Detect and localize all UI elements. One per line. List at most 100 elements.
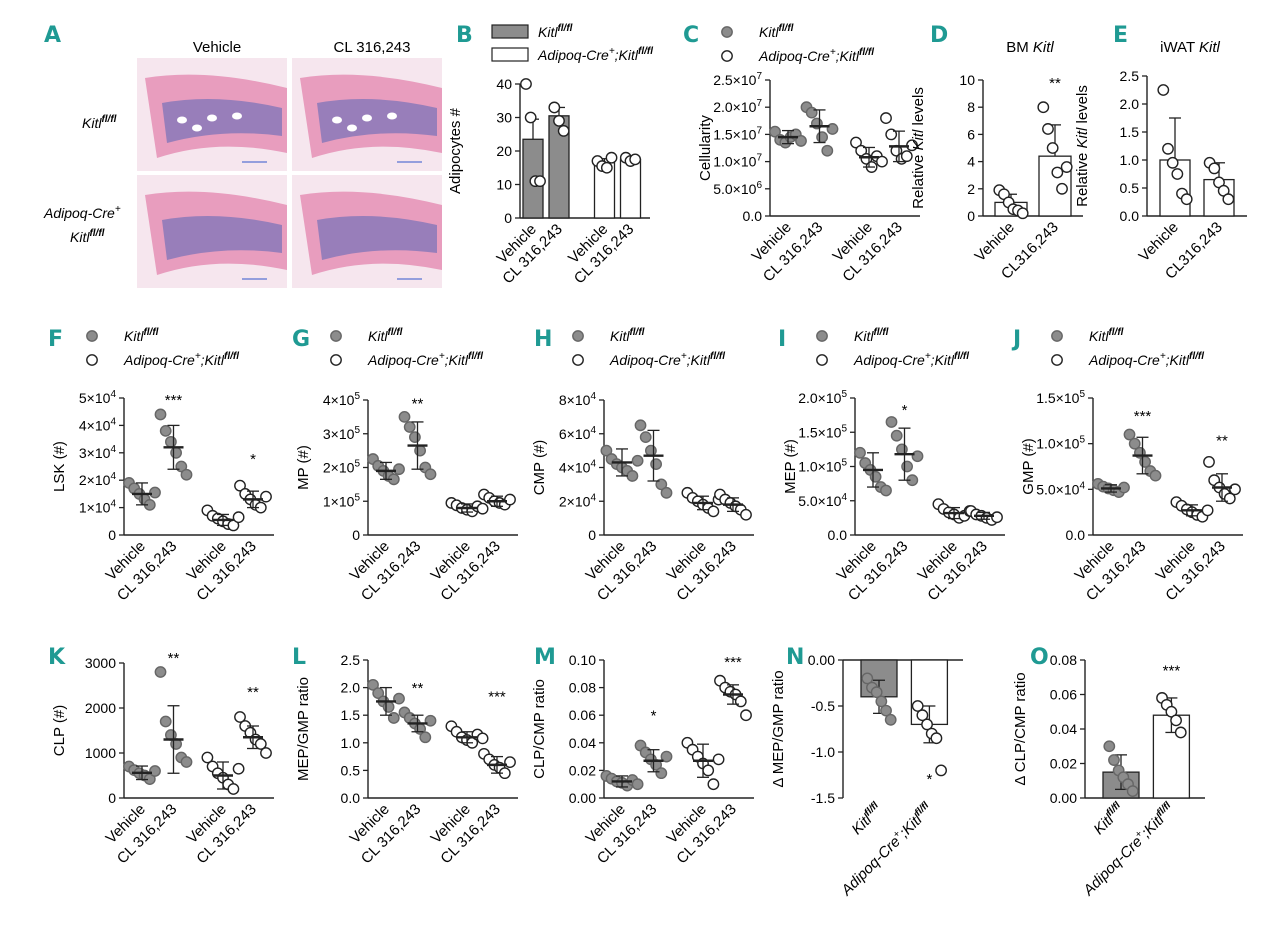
data-point bbox=[1128, 437, 1141, 450]
panel-label: K bbox=[48, 645, 66, 670]
data-point bbox=[600, 444, 613, 457]
panel-label: C bbox=[683, 23, 699, 48]
y-tick-label: 2000 bbox=[85, 700, 116, 716]
data-point bbox=[1123, 428, 1136, 441]
legend-label-cre: Adipoq-Cre+;Kitlfl/fl bbox=[537, 46, 653, 63]
data-point bbox=[935, 764, 947, 777]
data-point bbox=[634, 419, 647, 432]
data-point bbox=[524, 111, 537, 124]
legend-label-cre: Adipoq-Cre+;Kitlfl/fl bbox=[123, 351, 239, 368]
y-tick-label: 0 bbox=[967, 208, 975, 224]
legend-marker-cre bbox=[86, 354, 98, 366]
data-point bbox=[991, 511, 1003, 524]
y-axis-label: Δ MEP/GMP ratio bbox=[770, 670, 787, 787]
adipocyte-hole bbox=[332, 116, 342, 124]
legend-marker-flox bbox=[1051, 330, 1063, 342]
y-axis-label: MEP/GMP ratio bbox=[295, 677, 312, 781]
x-category-label: Adipoq-Cre+;Kitlfl/fl bbox=[837, 800, 937, 900]
data-point bbox=[504, 756, 516, 769]
legend-label-cre: Adipoq-Cre+;Kitlfl/fl bbox=[1088, 351, 1204, 368]
y-axis-label: MEP (#) bbox=[782, 439, 799, 494]
y-tick-label: 1.0 bbox=[341, 735, 361, 751]
y-tick-label: 2 bbox=[967, 181, 975, 197]
data-point bbox=[476, 502, 489, 515]
y-tick-label: 1.5 bbox=[341, 707, 361, 723]
legend-marker-cre bbox=[816, 354, 828, 366]
y-tick-label: 1.0×105 bbox=[1036, 435, 1085, 452]
y-tick-label: 0 bbox=[108, 790, 116, 806]
y-tick-label: -1.0 bbox=[811, 744, 835, 760]
y-tick-label: 2.0 bbox=[1120, 96, 1140, 112]
y-tick-label: 4×104 bbox=[79, 416, 117, 433]
significance-marker: *** bbox=[1134, 408, 1152, 425]
y-tick-label: 0.02 bbox=[569, 762, 596, 778]
data-point bbox=[600, 161, 613, 174]
data-point bbox=[702, 764, 715, 777]
significance-marker: ** bbox=[1216, 432, 1228, 449]
chart-title: BM Kitl bbox=[1006, 39, 1054, 56]
panel-label: E bbox=[1113, 23, 1128, 48]
data-point bbox=[180, 756, 193, 768]
y-tick-label: 10 bbox=[496, 177, 512, 193]
significance-marker: *** bbox=[488, 688, 506, 705]
significance-marker: * bbox=[651, 708, 657, 725]
y-tick-label: 2.0 bbox=[341, 680, 361, 696]
data-point bbox=[707, 505, 720, 518]
y-tick-label: 1000 bbox=[85, 745, 116, 761]
legend-marker-flox bbox=[330, 330, 342, 342]
data-point bbox=[1157, 84, 1170, 96]
y-tick-label: 2×104 bbox=[559, 492, 597, 509]
data-point bbox=[382, 701, 395, 713]
y-tick-label: 0 bbox=[352, 527, 360, 543]
panel-j: J Kitlfl/fl Adipoq-Cre+;Kitlfl/fl 0.0 5.0×10… bbox=[1011, 327, 1243, 604]
y-tick-label: 20 bbox=[496, 143, 512, 159]
y-tick-label: 3000 bbox=[85, 655, 116, 671]
data-point bbox=[930, 732, 943, 745]
panel-label: I bbox=[778, 327, 786, 352]
panel-g: G Kitlfl/fl Adipoq-Cre+;Kitlfl/fl 0 1×105 2×1… bbox=[292, 327, 518, 604]
data-point bbox=[414, 444, 426, 457]
data-point bbox=[639, 431, 652, 444]
y-axis-label: LSK (#) bbox=[51, 441, 68, 492]
data-point bbox=[850, 136, 862, 149]
data-point bbox=[260, 490, 272, 503]
y-tick-label: 0.02 bbox=[1050, 756, 1077, 772]
adipocyte-hole bbox=[192, 124, 202, 132]
y-tick-label: 1×105 bbox=[323, 492, 361, 509]
chart-title: iWAT Kitl bbox=[1160, 39, 1220, 56]
data-point bbox=[170, 446, 183, 459]
marrow-region bbox=[317, 216, 437, 260]
y-axis-label: CLP/CMP ratio bbox=[531, 679, 548, 779]
data-point bbox=[393, 463, 405, 476]
data-point bbox=[1126, 785, 1139, 797]
y-axis-label: Δ CLP/CMP ratio bbox=[1012, 672, 1029, 785]
data-point bbox=[1180, 193, 1193, 206]
data-point bbox=[880, 704, 892, 717]
marrow-region bbox=[162, 216, 282, 260]
y-tick-label: 0.00 bbox=[1050, 790, 1077, 806]
data-point bbox=[367, 678, 379, 691]
y-tick-label: 6 bbox=[967, 126, 975, 142]
y-tick-label: 0.5 bbox=[1120, 180, 1140, 196]
data-point bbox=[629, 153, 642, 166]
panel-o: O 0.00 0.02 0.04 0.06 0.08 Δ CLP/CMP ratio Kitl… bbox=[1012, 645, 1205, 900]
panel-a: A Vehicle CL 316,243 Kitlfl/fl Adipoq-Cre+ Ki… bbox=[43, 23, 442, 288]
row-label-cre-kitl: Kitlfl/fl bbox=[70, 228, 105, 245]
y-tick-label: 2.5 bbox=[341, 652, 361, 668]
data-point bbox=[1201, 504, 1214, 517]
data-point bbox=[159, 424, 172, 437]
legend-label-cre: Adipoq-Cre+;Kitlfl/fl bbox=[609, 351, 725, 368]
y-tick-label: 0.0 bbox=[1066, 527, 1086, 543]
significance-marker: * bbox=[926, 771, 932, 788]
legend-label-cre: Adipoq-Cre+;Kitlfl/fl bbox=[853, 351, 969, 368]
legend-marker-flox bbox=[86, 330, 98, 342]
y-tick-label: 0.04 bbox=[569, 735, 596, 751]
data-point bbox=[631, 778, 644, 791]
data-point bbox=[655, 767, 668, 780]
data-point bbox=[901, 460, 913, 473]
y-tick-label: 0.10 bbox=[569, 652, 596, 668]
data-point bbox=[424, 714, 437, 727]
